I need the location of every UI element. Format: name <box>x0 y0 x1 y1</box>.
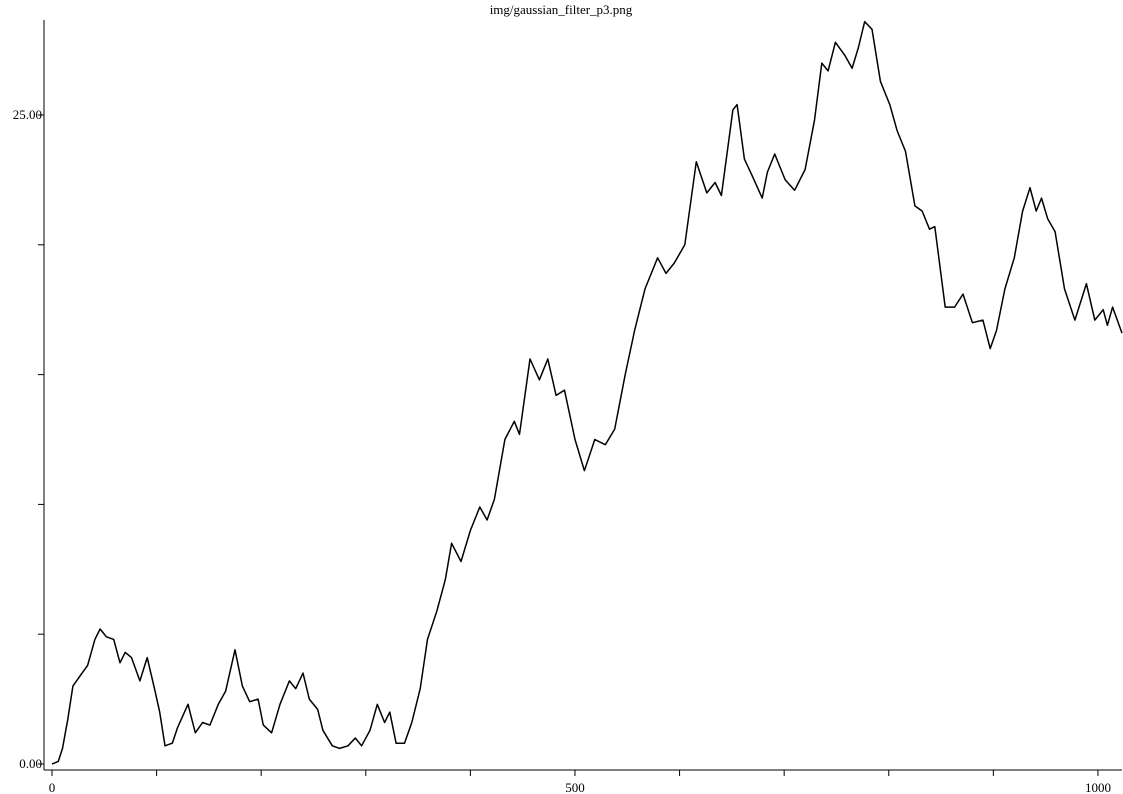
x-tick-label: 0 <box>49 780 56 794</box>
y-tick-label: 25.00 <box>13 107 42 122</box>
x-tick-label: 1000 <box>1085 780 1111 794</box>
y-tick-label: 0.00 <box>19 756 42 771</box>
chart-title: img/gaussian_filter_p3.png <box>490 2 633 17</box>
line-series <box>51 20 1123 765</box>
x-tick-label: 500 <box>565 780 585 794</box>
